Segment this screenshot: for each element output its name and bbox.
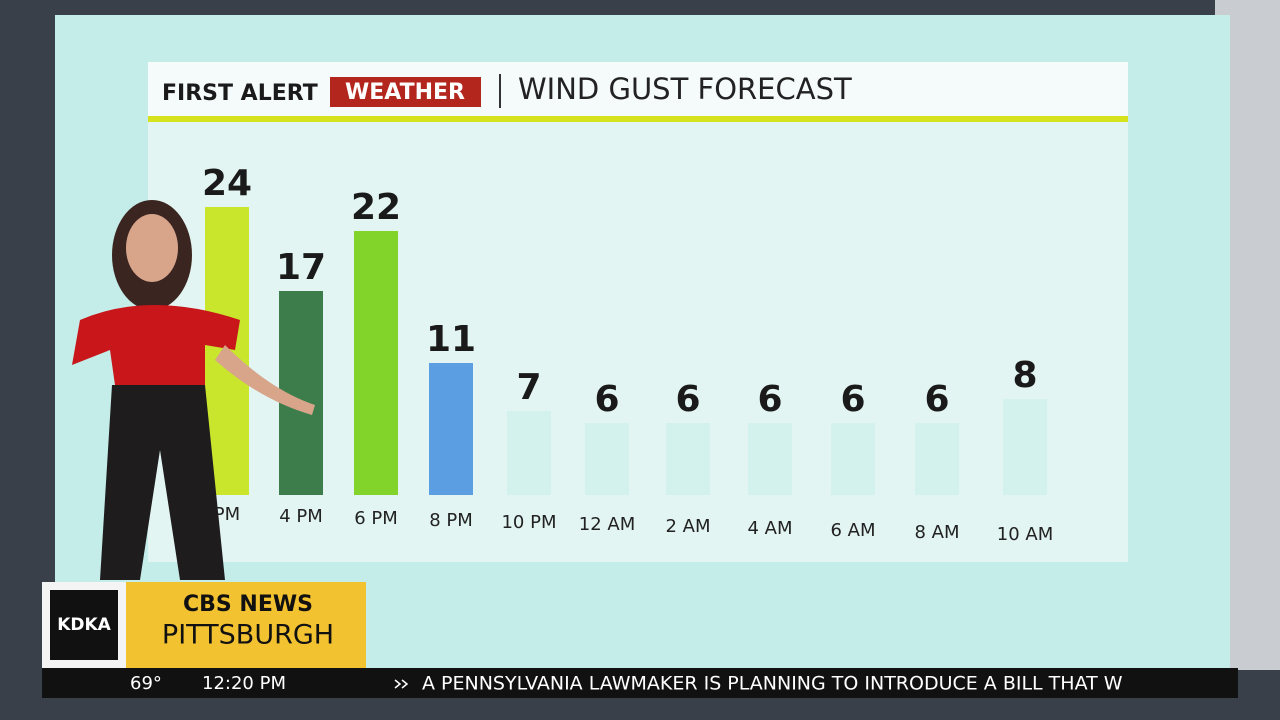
value-label: 11 bbox=[426, 319, 476, 360]
x-tick-label: 8 PM bbox=[429, 510, 473, 531]
header-rule bbox=[148, 116, 1128, 122]
chart-title: WIND GUST FORECAST bbox=[518, 72, 852, 106]
value-label: 6 bbox=[757, 379, 782, 420]
ticker-headline: A PENNSYLVANIA LAWMAKER IS PLANNING TO I… bbox=[422, 673, 1123, 695]
value-label: 6 bbox=[594, 379, 619, 420]
x-tick-label: 6 AM bbox=[830, 520, 875, 541]
presenter bbox=[72, 200, 315, 580]
brand-weather-box bbox=[330, 77, 481, 107]
station-logo bbox=[50, 590, 118, 660]
station-name: KDKA bbox=[57, 615, 111, 635]
network-box bbox=[126, 582, 366, 668]
x-tick-label: 2 AM bbox=[665, 516, 710, 537]
bar bbox=[748, 423, 792, 495]
value-label: 24 bbox=[202, 163, 252, 204]
x-tick-label: PM bbox=[214, 504, 240, 525]
bar bbox=[831, 423, 875, 495]
ticker-temperature: 69° bbox=[130, 673, 162, 694]
x-tick-label: 4 AM bbox=[747, 518, 792, 539]
network-name: CBS NEWS bbox=[183, 592, 313, 617]
bar-chart: 24 PM 17 4 PM 22 6 PM 11 8 PM 7 10 PM 6 12 AM 6 2 AM 6… bbox=[202, 163, 1053, 545]
bar bbox=[1003, 399, 1047, 495]
value-label: 17 bbox=[276, 247, 326, 288]
ticker-bar bbox=[42, 668, 1238, 698]
brand-first-alert: FIRST ALERT bbox=[162, 81, 318, 106]
bar bbox=[915, 423, 959, 495]
x-tick-label: 12 AM bbox=[579, 514, 635, 535]
city-name: PITTSBURGH bbox=[162, 620, 334, 651]
bar bbox=[354, 231, 398, 495]
header-bar bbox=[148, 62, 1128, 120]
value-label: 8 bbox=[1012, 355, 1037, 396]
value-label: 22 bbox=[351, 187, 401, 228]
bar bbox=[585, 423, 629, 495]
value-label: 6 bbox=[840, 379, 865, 420]
value-label: 6 bbox=[924, 379, 949, 420]
x-tick-label: 6 PM bbox=[354, 508, 398, 529]
ticker-arrows bbox=[394, 679, 409, 689]
x-tick-label: 4 PM bbox=[279, 506, 323, 527]
bar bbox=[507, 411, 551, 495]
value-label: 6 bbox=[675, 379, 700, 420]
brand-weather: WEATHER bbox=[345, 80, 465, 105]
value-label: 7 bbox=[516, 367, 541, 408]
x-tick-label: 10 PM bbox=[501, 512, 556, 533]
bar bbox=[666, 423, 710, 495]
x-tick-label: 10 AM bbox=[997, 524, 1053, 545]
ticker-time: 12:20 PM bbox=[202, 673, 286, 694]
bar bbox=[429, 363, 473, 495]
x-tick-label: 8 AM bbox=[914, 522, 959, 543]
